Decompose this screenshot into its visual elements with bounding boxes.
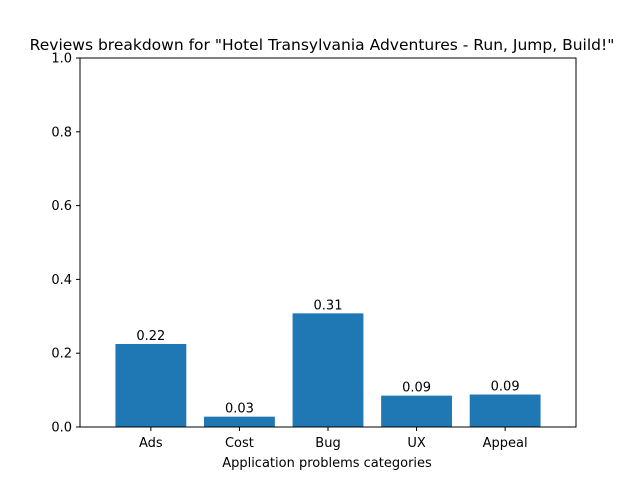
data-labels-group: 0.22 0.03 0.31 0.09 0.09 <box>136 298 519 416</box>
y-tick-label-0.6: 0.6 <box>51 199 72 214</box>
bar-ux <box>381 395 452 427</box>
x-tick-label-cost: Cost <box>225 436 254 451</box>
bar-bug <box>292 313 364 427</box>
y-tick-label-0.8: 0.8 <box>51 125 72 140</box>
data-label-appeal: 0.09 <box>491 380 520 395</box>
y-axis: 0.0 0.2 0.4 0.6 0.8 1.0 <box>51 52 80 436</box>
data-label-cost: 0.03 <box>225 402 254 417</box>
chart-title: Reviews breakdown for "Hotel Transylvani… <box>30 36 615 54</box>
bar-ads <box>115 343 187 427</box>
x-tick-label-ads: Ads <box>139 436 163 451</box>
bar-appeal <box>469 394 541 427</box>
y-tick-label-1.0: 1.0 <box>51 52 72 67</box>
data-label-ads: 0.22 <box>136 329 165 344</box>
plot-frame <box>79 57 577 428</box>
bar-cost <box>204 416 275 427</box>
data-label-bug: 0.31 <box>314 298 343 313</box>
y-tick-label-0.0: 0.0 <box>51 421 72 436</box>
y-tick-label-0.2: 0.2 <box>51 347 72 362</box>
x-tick-label-ux: UX <box>407 436 426 451</box>
y-tick-label-0.4: 0.4 <box>51 273 72 288</box>
x-tick-label-bug: Bug <box>315 436 340 451</box>
data-label-ux: 0.09 <box>402 381 431 396</box>
x-tick-label-appeal: Appeal <box>483 436 528 451</box>
bars-group <box>115 313 541 427</box>
x-axis-label: Application problems categories <box>222 456 432 471</box>
x-axis: Ads Cost Bug UX Appeal <box>139 427 528 451</box>
